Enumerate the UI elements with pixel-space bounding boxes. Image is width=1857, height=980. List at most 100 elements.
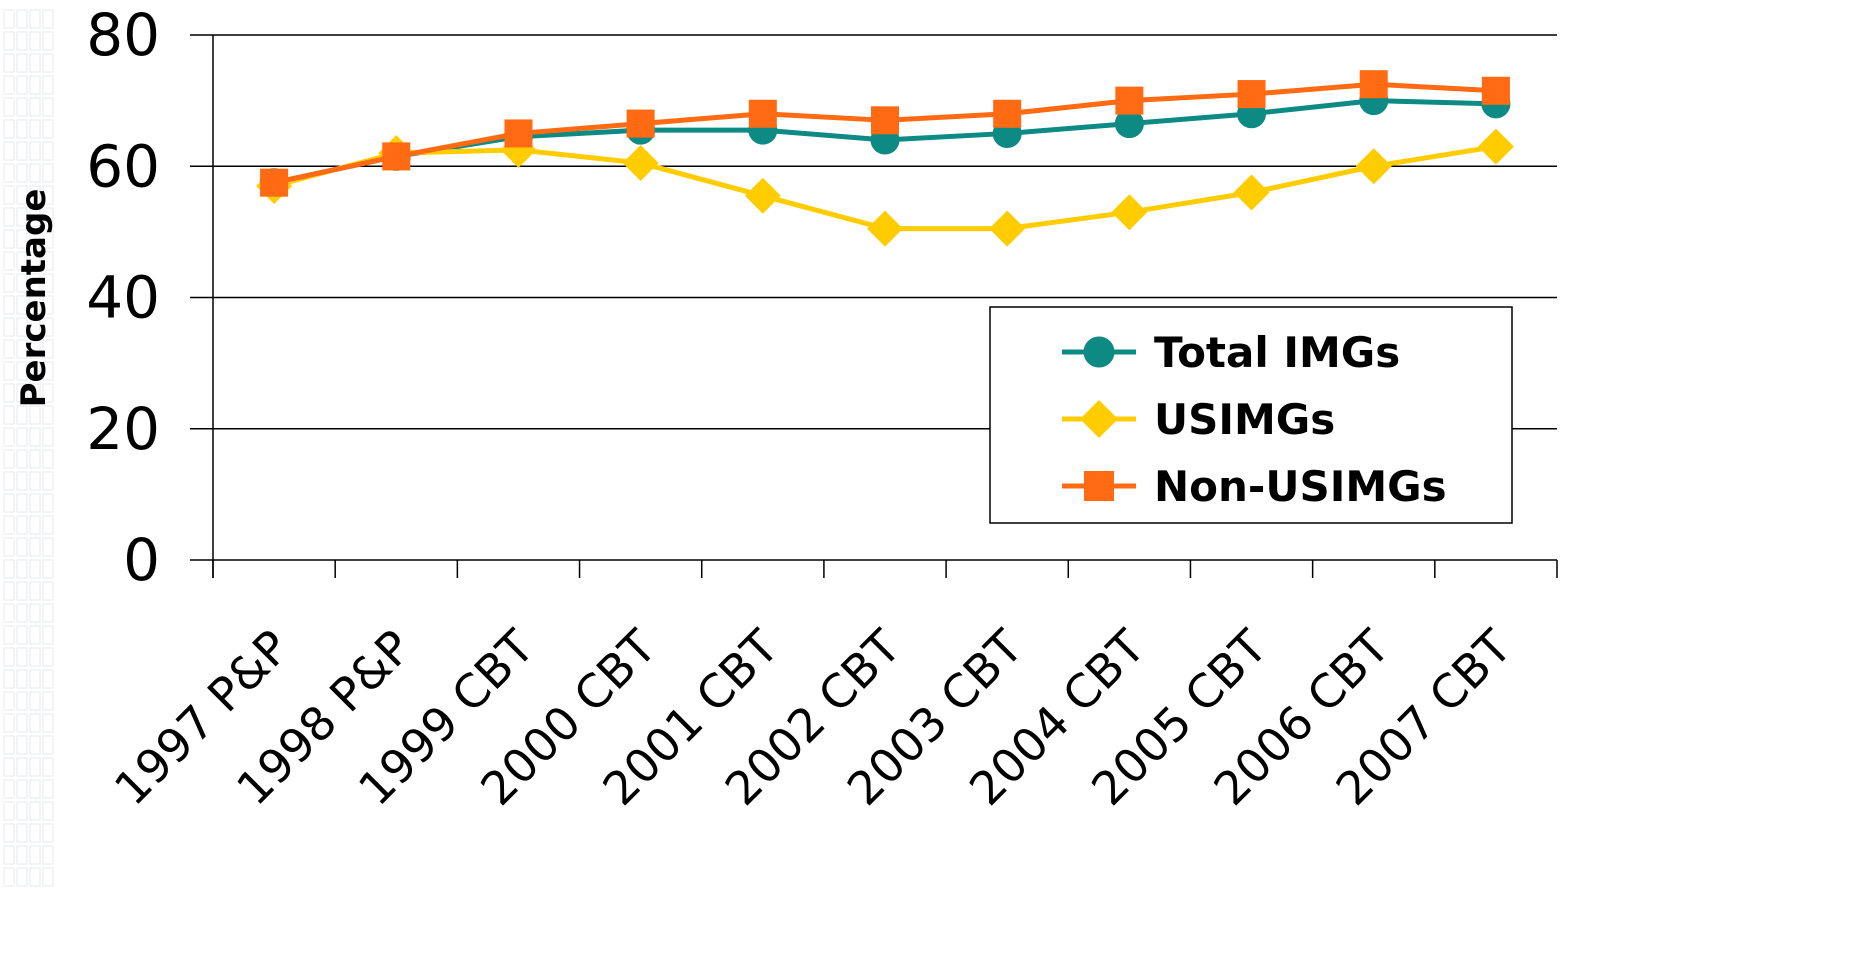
bg-cell [42, 757, 54, 777]
bg-cell [29, 713, 41, 733]
bg-cell [42, 427, 54, 447]
bg-cell [42, 53, 54, 73]
data-point [1477, 128, 1514, 165]
bg-cell [16, 537, 28, 557]
bg-cell [3, 801, 15, 821]
legend-marker [1080, 400, 1118, 438]
bg-cell [29, 845, 41, 865]
bg-cell [3, 625, 15, 645]
bg-cell [3, 691, 15, 711]
bg-cell [3, 119, 15, 139]
bg-cell [3, 669, 15, 689]
legend-label: USIMGs [1154, 395, 1335, 444]
data-point [1233, 174, 1270, 211]
bg-cell [3, 163, 15, 183]
legend: Total IMGs USIMGs Non-USIMGs [989, 306, 1513, 524]
data-point [1115, 86, 1144, 115]
bg-cell [16, 779, 28, 799]
bg-cell [42, 361, 54, 381]
bg-cell [29, 515, 41, 535]
bg-cell [3, 449, 15, 469]
bg-cell [42, 9, 54, 29]
y-tick-label: 20 [86, 395, 160, 463]
bg-cell [42, 75, 54, 95]
data-point [989, 210, 1026, 247]
bg-cell [29, 427, 41, 447]
bg-cell [16, 867, 28, 887]
bg-cell [42, 823, 54, 843]
bg-cell [16, 383, 28, 403]
bg-cell [16, 405, 28, 425]
series-total-imgs [259, 86, 1511, 198]
bg-cell [3, 713, 15, 733]
bg-cell [16, 119, 28, 139]
bg-cell [42, 295, 54, 315]
background-pattern [3, 9, 54, 887]
bg-cell [42, 581, 54, 601]
bg-cell [42, 449, 54, 469]
bg-cell [16, 581, 28, 601]
data-point [622, 144, 659, 181]
data-point [382, 142, 411, 171]
bg-cell [42, 647, 54, 667]
bg-cell [3, 383, 15, 403]
bg-cell [16, 515, 28, 535]
bg-cell [29, 823, 41, 843]
y-axis-title: Percentage [14, 189, 54, 408]
bg-cell [29, 141, 41, 161]
bg-cell [16, 845, 28, 865]
bg-cell [42, 801, 54, 821]
bg-cell [29, 669, 41, 689]
y-tick-label: 60 [86, 132, 160, 200]
bg-cell [29, 339, 41, 359]
bg-cell [16, 9, 28, 29]
bg-cell [29, 53, 41, 73]
bg-cell [3, 867, 15, 887]
y-tick-label: 0 [123, 526, 160, 594]
data-point [626, 109, 655, 138]
bg-cell [16, 691, 28, 711]
data-point [867, 210, 903, 247]
bg-cell [29, 691, 41, 711]
legend-label: Non-USIMGs [1154, 462, 1447, 511]
bg-cell [3, 647, 15, 667]
bg-cell [29, 449, 41, 469]
bg-cell [29, 559, 41, 579]
data-point [1111, 194, 1148, 231]
bg-cell [16, 53, 28, 73]
bg-cell [42, 779, 54, 799]
bg-cell [42, 691, 54, 711]
bg-cell [3, 207, 15, 227]
bg-cell [42, 207, 54, 227]
bg-cell [29, 251, 41, 271]
bg-cell [3, 779, 15, 799]
bg-cell [29, 801, 41, 821]
data-point [993, 99, 1022, 128]
bg-cell [16, 625, 28, 645]
bg-cell [3, 273, 15, 293]
bg-cell [16, 801, 28, 821]
bg-cell [3, 537, 15, 557]
data-point [1355, 148, 1392, 185]
bg-cell [16, 251, 28, 271]
bg-cell [29, 295, 41, 315]
series-non-usimgs [260, 70, 1510, 197]
bg-cell [3, 515, 15, 535]
bg-cell [16, 559, 28, 579]
bg-cell [16, 713, 28, 733]
bg-cell [29, 229, 41, 249]
legend-item: Total IMGs [1062, 328, 1400, 377]
bg-cell [29, 163, 41, 183]
bg-cell [3, 559, 15, 579]
bg-cell [42, 537, 54, 557]
legend-item: Non-USIMGs [1062, 462, 1447, 511]
bg-cell [3, 845, 15, 865]
bg-cell [16, 295, 28, 315]
bg-cell [29, 647, 41, 667]
bg-cell [42, 735, 54, 755]
bg-cell [42, 603, 54, 623]
bg-cell [16, 317, 28, 337]
bg-cell [29, 207, 41, 227]
data-point [748, 99, 777, 128]
bg-cell [42, 317, 54, 337]
